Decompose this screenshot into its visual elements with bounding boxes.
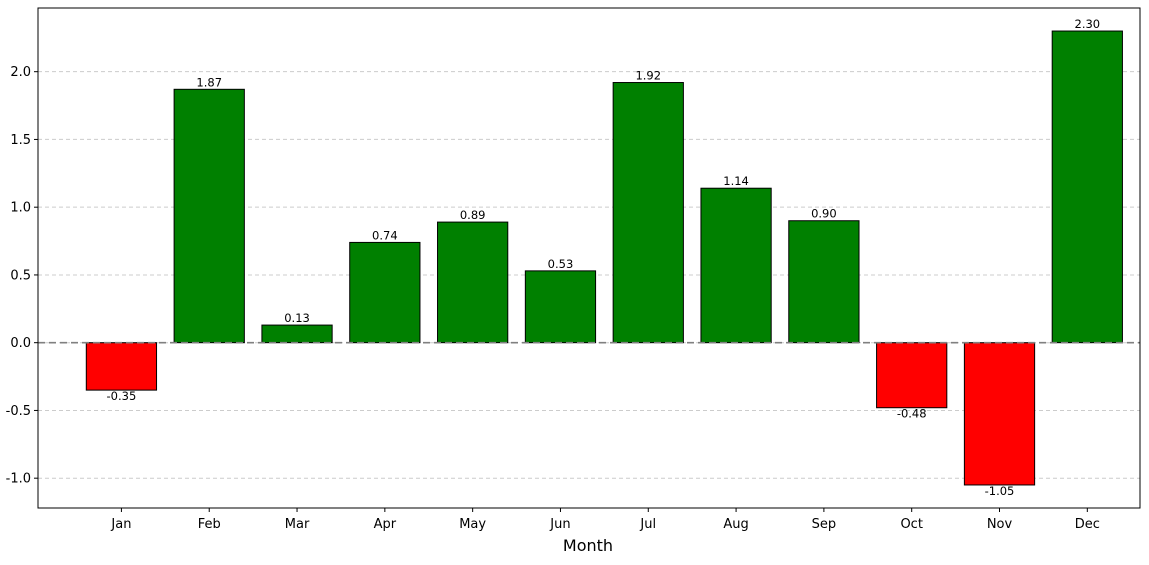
data-label-jun: 0.53 [548,257,574,271]
plot-frame [37,7,1141,509]
bar-sep [788,220,860,344]
bar-oct [876,342,948,409]
data-labels-layer: -0.35 1.87 0.13 0.74 0.89 0.53 1.92 1.14 0.90 -0.… [107,17,1101,498]
y-tick-label: -0.5 [6,404,31,419]
y-tick-label: 1.5 [10,133,31,148]
bar-jul [612,82,684,344]
x-tick-label: Jul [639,517,656,532]
y-axis: -1.0 -0.5 0.0 0.5 1.0 1.5 2.0 [6,65,38,487]
x-tick-label: Mar [285,517,310,532]
data-label-mar: 0.13 [284,311,310,325]
x-tick-label: May [459,517,486,532]
data-label-jul: 1.92 [635,69,661,83]
bar-aug [700,187,772,344]
x-tick-label: Oct [900,517,922,532]
bar-dec [1051,30,1123,344]
y-tick-label: 2.0 [10,65,31,80]
x-tick-label: Nov [987,517,1013,532]
data-label-dec: 2.30 [1075,17,1101,31]
bar-jan [85,342,158,391]
x-tick-label: Feb [198,517,221,532]
y-tick-label: 0.5 [10,268,31,283]
x-axis-title: Month [563,536,613,555]
bar-nov [963,342,1036,486]
data-label-may: 0.89 [460,208,486,222]
bar-mar [261,324,333,344]
bars-layer [85,30,1123,486]
data-label-apr: 0.74 [372,228,398,242]
x-tick-label: Apr [374,517,397,532]
x-tick-label: Aug [723,517,748,532]
data-label-feb: 1.87 [196,75,222,89]
data-label-oct: -0.48 [897,407,927,421]
x-tick-label: Dec [1075,517,1100,532]
bar-jun [524,270,597,344]
bar-apr [349,241,421,344]
data-label-sep: 0.90 [811,207,837,221]
x-tick-label: Sep [812,517,837,532]
x-tick-label: Jan [110,517,131,532]
y-tick-label: -1.0 [6,472,31,487]
x-axis: Jan Feb Mar Apr May Jun Jul Aug Sep Oct Nov Dec [110,508,1100,532]
bar-may [437,221,509,344]
y-tick-label: 0.0 [10,336,31,351]
bar-feb [173,88,245,344]
data-label-aug: 1.14 [723,174,749,188]
data-label-nov: -1.05 [985,484,1015,498]
data-label-jan: -0.35 [107,389,137,403]
x-tick-label: Jun [549,517,570,532]
y-tick-label: 1.0 [10,201,31,216]
